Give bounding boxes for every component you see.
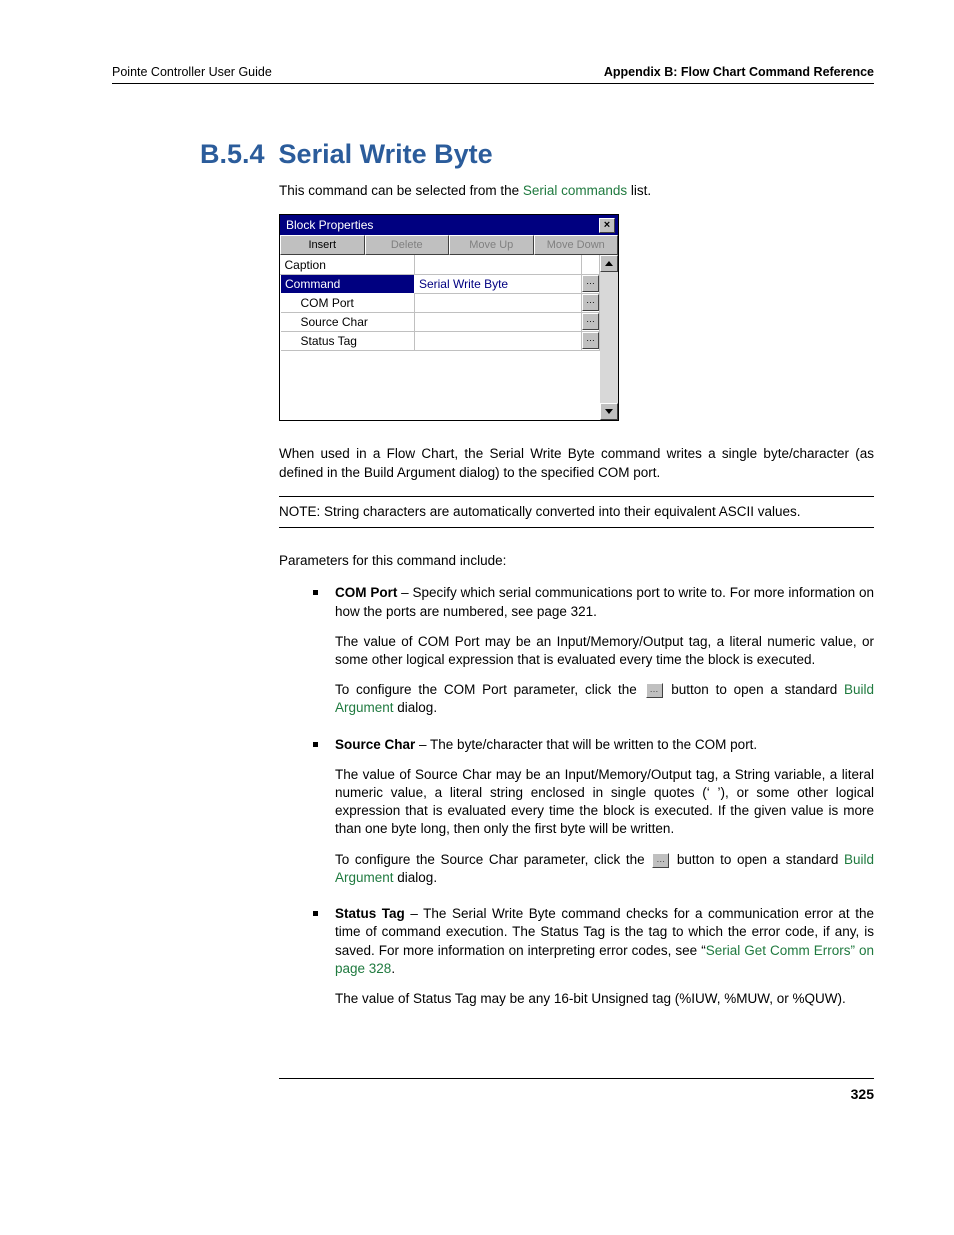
ellipsis-button[interactable]: …: [582, 313, 599, 330]
scroll-up-button[interactable]: [600, 255, 618, 272]
value-comport[interactable]: [414, 293, 581, 312]
stat-desc-c: .: [391, 961, 395, 976]
params-intro: Parameters for this command include:: [279, 552, 874, 570]
value-command[interactable]: Serial Write Byte: [414, 274, 581, 293]
param-status-tag: Status Tag – The Serial Write Byte comma…: [313, 905, 874, 1008]
label-sourcechar: Source Char: [281, 312, 415, 331]
dialog-title: Block Properties: [286, 217, 599, 233]
move-up-button: Move Up: [449, 235, 534, 255]
page-footer: 325: [279, 1078, 874, 1104]
com-desc: – Specify which serial communications po…: [335, 585, 874, 618]
value-sourcechar[interactable]: [414, 312, 581, 331]
com-p3: To configure the COM Port parameter, cli…: [335, 681, 874, 717]
src-p3c: dialog.: [394, 870, 438, 885]
src-label: Source Char: [335, 737, 415, 752]
value-caption[interactable]: [414, 255, 581, 274]
ellipsis-icon: …: [652, 853, 669, 868]
ellipsis-button[interactable]: …: [582, 332, 599, 349]
com-label: COM Port: [335, 585, 397, 600]
section-heading: B.5.4 Serial Write Byte: [200, 139, 874, 170]
note-block: NOTE: String characters are automaticall…: [279, 496, 874, 528]
description: When used in a Flow Chart, the Serial Wr…: [279, 445, 874, 481]
property-grid: Caption Command Serial Write Byte … COM …: [280, 255, 600, 420]
close-icon[interactable]: ×: [599, 218, 615, 233]
ellipsis-button[interactable]: …: [582, 294, 599, 311]
page-header: Pointe Controller User Guide Appendix B:…: [112, 65, 874, 84]
chevron-up-icon: [605, 261, 613, 266]
ellipsis-button[interactable]: …: [582, 275, 599, 292]
row-caption[interactable]: Caption: [281, 255, 600, 274]
label-caption: Caption: [281, 255, 415, 274]
serial-commands-link[interactable]: Serial commands: [523, 183, 627, 198]
param-com-port: COM Port – Specify which serial communic…: [313, 584, 874, 717]
src-p3a: To configure the Source Char parameter, …: [335, 852, 650, 867]
dialog-body: Caption Command Serial Write Byte … COM …: [280, 255, 618, 420]
src-p3b: button to open a standard: [671, 852, 844, 867]
delete-button: Delete: [365, 235, 450, 255]
serial-get-comm-errors-link[interactable]: Serial Get Comm Errors: [706, 943, 851, 958]
src-p3: To configure the Source Char parameter, …: [335, 851, 874, 887]
com-p2: The value of COM Port may be an Input/Me…: [335, 633, 874, 669]
value-statustag[interactable]: [414, 331, 581, 350]
page-number: 325: [851, 1086, 874, 1102]
com-p3c: dialog.: [394, 700, 438, 715]
header-left: Pointe Controller User Guide: [112, 65, 272, 79]
header-right: Appendix B: Flow Chart Command Reference: [604, 65, 874, 79]
intro-paragraph: This command can be selected from the Se…: [279, 182, 874, 200]
block-properties-dialog: Block Properties × Insert Delete Move Up…: [279, 214, 619, 421]
intro-post: list.: [627, 183, 651, 198]
row-sourcechar[interactable]: Source Char …: [281, 312, 600, 331]
com-p3b: button to open a standard: [665, 682, 844, 697]
stat-p2: The value of Status Tag may be any 16-bi…: [335, 990, 874, 1008]
insert-button[interactable]: Insert: [280, 235, 365, 255]
ellipsis-icon: …: [646, 683, 663, 698]
label-statustag: Status Tag: [281, 331, 415, 350]
label-comport: COM Port: [281, 293, 415, 312]
param-source-char: Source Char – The byte/character that wi…: [313, 736, 874, 888]
page: Pointe Controller User Guide Appendix B:…: [0, 0, 954, 1144]
row-statustag[interactable]: Status Tag …: [281, 331, 600, 350]
section-title-text: Serial Write Byte: [279, 139, 493, 169]
scrollbar[interactable]: [600, 255, 618, 420]
move-down-button: Move Down: [534, 235, 619, 255]
params-list: COM Port – Specify which serial communic…: [313, 584, 874, 1008]
stat-label: Status Tag: [335, 906, 405, 921]
src-p2: The value of Source Char may be an Input…: [335, 766, 874, 839]
chevron-down-icon: [605, 409, 613, 414]
com-p3a: To configure the COM Port parameter, cli…: [335, 682, 644, 697]
label-command: Command: [281, 274, 415, 293]
scroll-down-button[interactable]: [600, 403, 618, 420]
content-area: This command can be selected from the Se…: [279, 182, 874, 1104]
src-desc: – The byte/character that will be writte…: [415, 737, 757, 752]
section-number: B.5.4: [200, 139, 265, 169]
row-comport[interactable]: COM Port …: [281, 293, 600, 312]
intro-pre: This command can be selected from the: [279, 183, 523, 198]
dialog-toolbar: Insert Delete Move Up Move Down: [280, 235, 618, 255]
dialog-titlebar: Block Properties ×: [280, 215, 618, 235]
row-command[interactable]: Command Serial Write Byte …: [281, 274, 600, 293]
